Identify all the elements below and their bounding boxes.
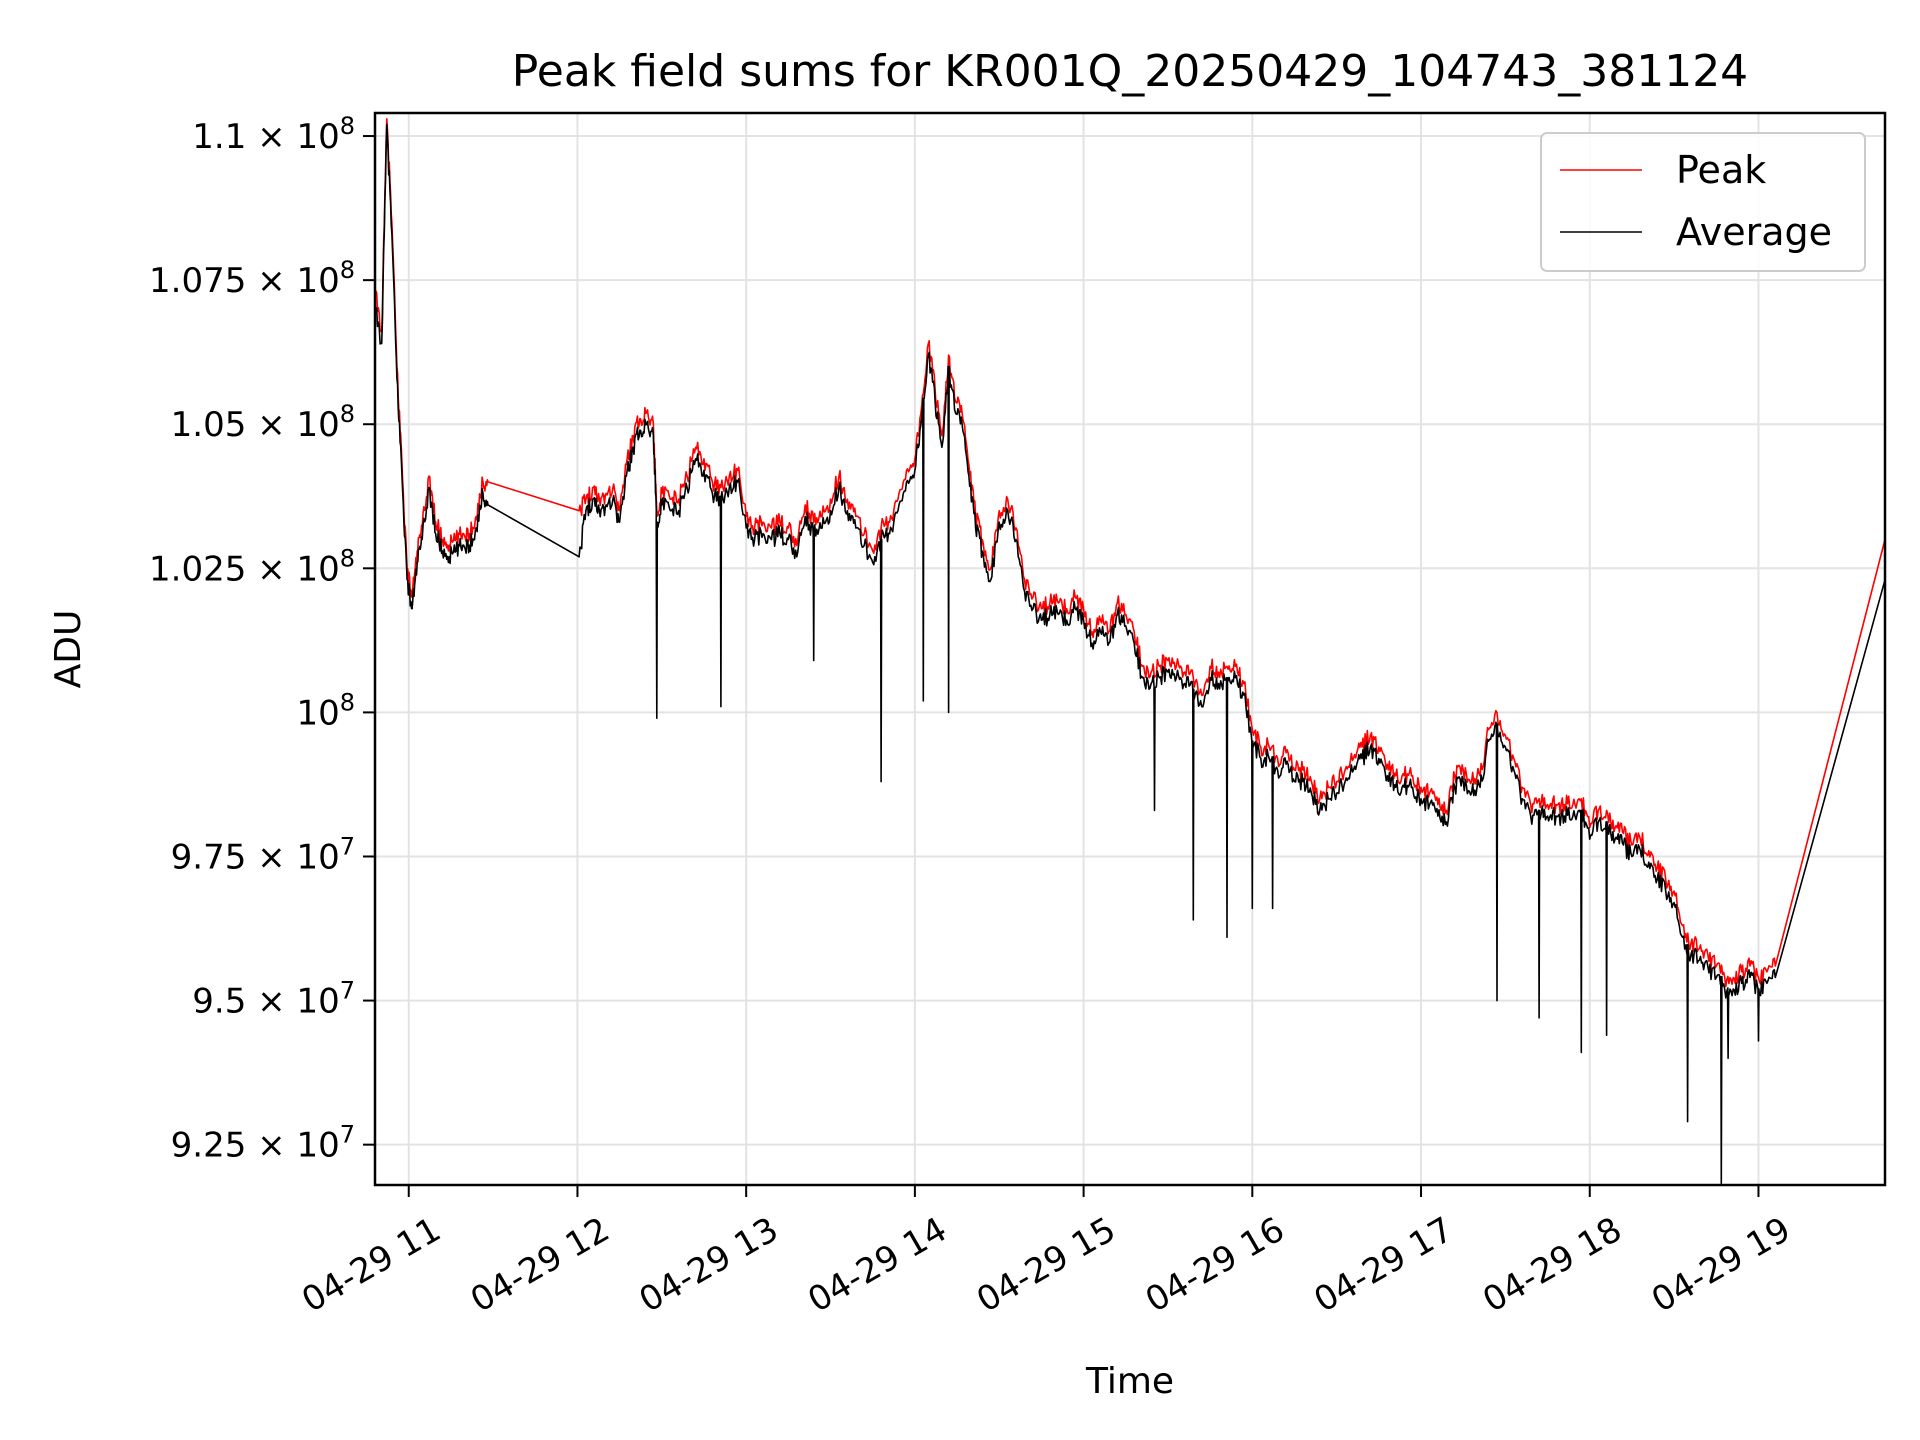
series-line-peak	[375, 118, 1885, 988]
chart-title: Peak field sums for KR001Q_20250429_1047…	[512, 46, 1748, 97]
y-tick-label: 9.25 × 107	[171, 1121, 355, 1166]
legend-label-peak: Peak	[1676, 148, 1766, 192]
y-tick-label: 9.75 × 107	[171, 832, 355, 877]
y-tick-label: 9.5 × 107	[192, 977, 355, 1022]
grid	[375, 113, 1885, 1185]
y-tick-label: 108	[296, 688, 355, 733]
y-tick-label: 1.05 × 108	[171, 400, 355, 445]
plot-frame	[373, 111, 1887, 1187]
legend-box	[1540, 132, 1866, 272]
plot-area	[375, 118, 1885, 1185]
series-line-average	[375, 123, 1885, 1185]
y-tick-label: 1.075 × 108	[149, 256, 355, 301]
x-axis-label: Time	[1085, 1361, 1174, 1402]
legend: Peak Average	[1540, 132, 1866, 272]
y-tick-label: 1.1 × 108	[192, 112, 355, 157]
legend-label-average: Average	[1676, 210, 1832, 254]
y-tick-label: 1.025 × 108	[149, 544, 355, 589]
y-axis-label: ADU	[48, 610, 89, 689]
